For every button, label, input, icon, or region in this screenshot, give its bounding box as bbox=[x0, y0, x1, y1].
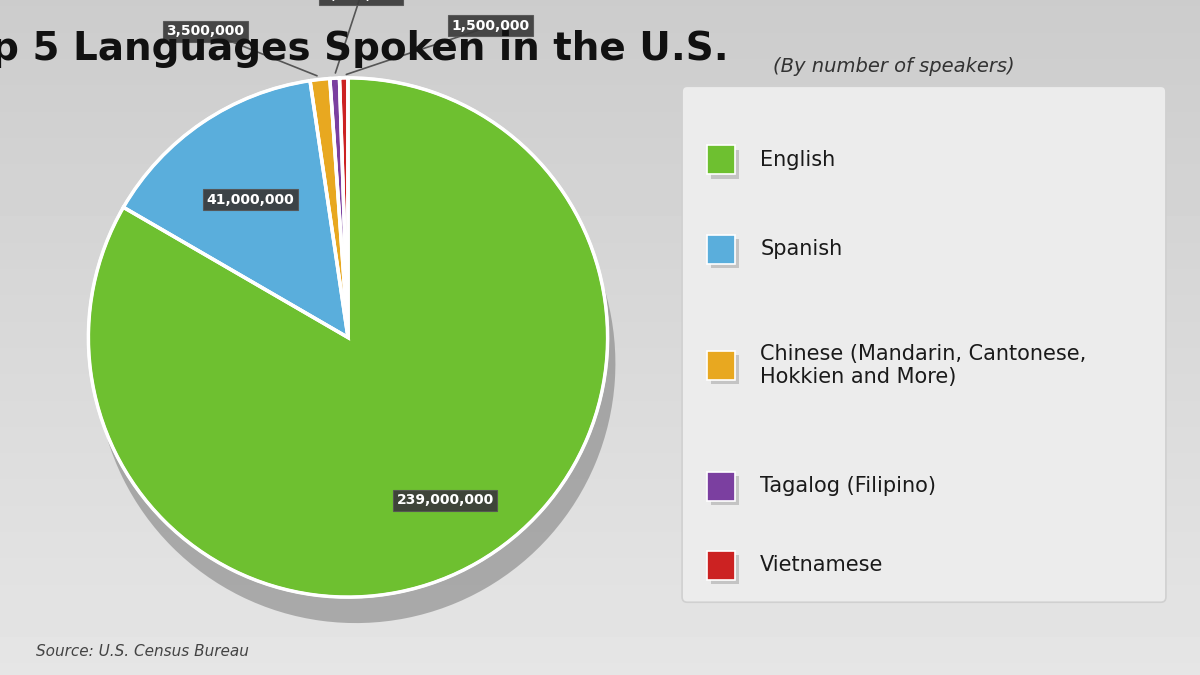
Wedge shape bbox=[330, 78, 348, 338]
FancyBboxPatch shape bbox=[712, 476, 739, 505]
Wedge shape bbox=[124, 81, 348, 338]
Wedge shape bbox=[340, 78, 348, 338]
Wedge shape bbox=[96, 104, 616, 623]
Wedge shape bbox=[337, 104, 355, 363]
Wedge shape bbox=[89, 78, 607, 597]
Wedge shape bbox=[318, 105, 355, 363]
FancyBboxPatch shape bbox=[707, 146, 736, 174]
FancyBboxPatch shape bbox=[712, 555, 739, 584]
FancyBboxPatch shape bbox=[707, 472, 736, 501]
Text: Tagalog (Filipino): Tagalog (Filipino) bbox=[761, 477, 936, 496]
Text: English: English bbox=[761, 150, 835, 170]
Text: Top 5 Languages Spoken in the U.S.: Top 5 Languages Spoken in the U.S. bbox=[0, 30, 728, 68]
FancyBboxPatch shape bbox=[712, 150, 739, 179]
Text: (By number of speakers): (By number of speakers) bbox=[773, 57, 1015, 76]
FancyBboxPatch shape bbox=[707, 551, 736, 580]
Wedge shape bbox=[310, 78, 348, 338]
Text: 1,500,000: 1,500,000 bbox=[451, 19, 530, 33]
FancyBboxPatch shape bbox=[712, 239, 739, 268]
Text: Vietnamese: Vietnamese bbox=[761, 556, 883, 575]
Text: 3,500,000: 3,500,000 bbox=[167, 24, 245, 38]
FancyBboxPatch shape bbox=[682, 86, 1166, 602]
Text: Spanish: Spanish bbox=[761, 240, 842, 259]
Wedge shape bbox=[131, 107, 355, 363]
FancyBboxPatch shape bbox=[707, 351, 736, 380]
Text: 1,700,000: 1,700,000 bbox=[322, 0, 400, 2]
Text: 41,000,000: 41,000,000 bbox=[206, 193, 294, 207]
FancyBboxPatch shape bbox=[712, 355, 739, 384]
Text: Chinese (Mandarin, Cantonese,
Hokkien and More): Chinese (Mandarin, Cantonese, Hokkien an… bbox=[761, 344, 1086, 387]
Wedge shape bbox=[347, 104, 355, 363]
Text: 239,000,000: 239,000,000 bbox=[397, 493, 494, 507]
Text: Source: U.S. Census Bureau: Source: U.S. Census Bureau bbox=[36, 644, 248, 659]
FancyBboxPatch shape bbox=[707, 235, 736, 264]
